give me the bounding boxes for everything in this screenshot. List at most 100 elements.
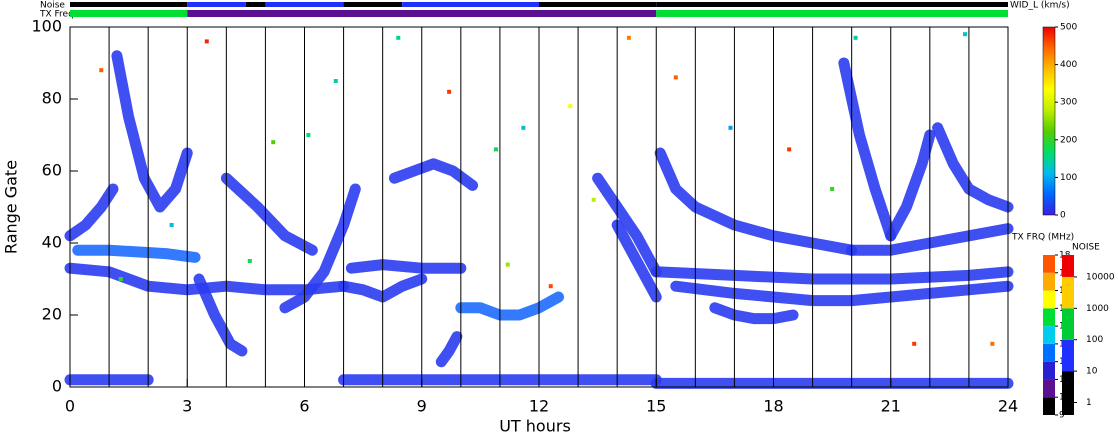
- y-tick-label: 100: [31, 17, 62, 36]
- freq-strip-segment: [656, 10, 1008, 17]
- noise-color-step: [1062, 276, 1074, 309]
- echo-track: [611, 219, 662, 303]
- freq-color-step: [1043, 361, 1055, 380]
- echo-cell: [396, 35, 401, 40]
- freq-color-step: [1043, 379, 1055, 398]
- echo-track: [220, 172, 318, 256]
- noise-bar-tick-label: 1000: [1086, 304, 1109, 314]
- noise-bar-title: NOISE: [1072, 243, 1100, 253]
- freq-color-step: [1043, 255, 1055, 273]
- y-tick-label: 80: [42, 89, 62, 108]
- y-tick-label: 20: [42, 305, 62, 324]
- echo-cell: [306, 133, 311, 137]
- wid-bar-tick-label: 400: [1060, 60, 1077, 70]
- freq-bar-tick-label: 9: [1059, 411, 1065, 421]
- freq-color-step: [1043, 343, 1055, 362]
- noise-color-step: [1062, 308, 1074, 340]
- freq-color-step: [1043, 272, 1055, 291]
- echo-cell: [118, 277, 123, 281]
- echo-track: [345, 259, 467, 274]
- echo-cell: [787, 147, 792, 152]
- echo-track: [193, 273, 248, 357]
- freq-strip-segment: [187, 10, 657, 17]
- echo-cell: [990, 341, 995, 346]
- echo-cell: [99, 68, 104, 73]
- freq-color-step: [1043, 397, 1055, 415]
- noise-strip-segment: [265, 2, 344, 7]
- freq-color-step: [1043, 308, 1055, 327]
- echo-cell: [271, 140, 276, 145]
- noise-color-step: [1062, 255, 1074, 277]
- noise-strip-segment: [656, 2, 1008, 7]
- echo-cell: [853, 35, 858, 40]
- y-axis-label: Range Gate: [2, 160, 21, 254]
- y-tick-label: 0: [52, 377, 62, 396]
- noise-bar-tick-label: 10000: [1086, 272, 1115, 282]
- freq-bar-title: TX FRQ (MHz): [1011, 233, 1074, 243]
- x-tick-label: 0: [65, 397, 75, 416]
- wid-bar-title: WID_L (km/s): [1010, 1, 1070, 11]
- echo-track: [111, 50, 193, 213]
- echo-cell: [568, 104, 573, 109]
- x-tick-label: 24: [998, 397, 1018, 416]
- echo-cell: [247, 259, 252, 263]
- echo-cell: [494, 147, 499, 152]
- x-tick-label: 21: [881, 397, 901, 416]
- echo-track: [64, 183, 119, 242]
- noise-strip-segment: [245, 2, 266, 7]
- echo-cell: [447, 89, 452, 94]
- echo-track: [455, 291, 565, 321]
- noise-strip-segment: [402, 2, 539, 7]
- freq-color-step: [1043, 290, 1055, 309]
- noise-color-step: [1062, 339, 1074, 372]
- noise-strip-segment: [70, 2, 188, 7]
- x-tick-label: 9: [417, 397, 427, 416]
- echo-track: [592, 172, 662, 278]
- echo-cell: [626, 35, 631, 40]
- echo-cell: [333, 79, 338, 83]
- echo-track: [435, 331, 463, 368]
- echo-cell: [963, 32, 968, 37]
- echo-track: [709, 302, 799, 325]
- echo-cell: [169, 223, 174, 227]
- echo-cell: [830, 187, 835, 191]
- y-tick-label: 40: [42, 233, 62, 252]
- x-tick-label: 18: [763, 397, 783, 416]
- noise-strip-segment: [343, 2, 403, 7]
- echo-track: [885, 129, 936, 242]
- x-tick-label: 15: [646, 397, 666, 416]
- x-tick-label: 3: [182, 397, 192, 416]
- echo-cell: [591, 197, 596, 202]
- echo-cell: [548, 284, 553, 289]
- noise-bar-tick-label: 1: [1086, 398, 1092, 408]
- echo-cell: [912, 341, 917, 346]
- echo-cell: [505, 262, 510, 267]
- freq-strip-segment: [70, 10, 188, 17]
- noise-bar-tick-label: 100: [1086, 335, 1103, 345]
- x-tick-label: 12: [529, 397, 549, 416]
- noise-strip-label: Noise: [40, 1, 65, 11]
- echo-cell: [204, 39, 209, 44]
- x-tick-label: 6: [299, 397, 309, 416]
- echo-cell: [521, 125, 526, 130]
- x-axis-label: UT hours: [499, 417, 571, 435]
- noise-strip-segment: [187, 2, 246, 7]
- noise-bar-tick-label: 10: [1086, 367, 1098, 377]
- wid-bar-tick-label: 100: [1060, 173, 1077, 183]
- y-tick-label: 60: [42, 161, 62, 180]
- noise-color-step: [1062, 371, 1074, 415]
- freq-color-step: [1043, 326, 1055, 344]
- wid-colorbar: [1042, 26, 1056, 216]
- noise-strip-segment: [539, 2, 657, 7]
- echo-track: [279, 183, 361, 314]
- wid-bar-tick-label: 300: [1060, 98, 1077, 108]
- echo-cell: [673, 75, 678, 80]
- echo-track: [72, 244, 201, 263]
- freq-strip-label: TX Freq: [39, 10, 74, 20]
- wid-bar-tick-label: 500: [1060, 23, 1077, 33]
- wid-bar-tick-label: 0: [1060, 211, 1066, 221]
- echo-track: [388, 158, 479, 191]
- wid-bar-tick-label: 200: [1060, 135, 1077, 145]
- echo-cell: [728, 125, 733, 130]
